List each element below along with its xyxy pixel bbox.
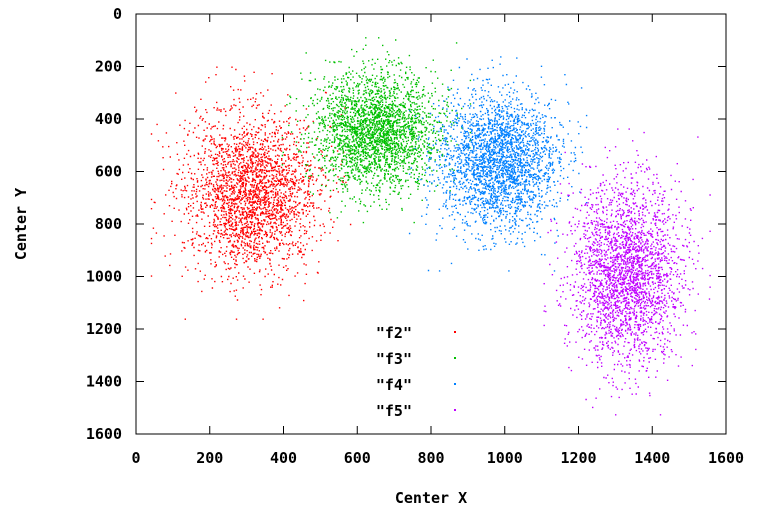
x-tick-label: 1600 xyxy=(708,449,744,467)
x-tick-label: 1400 xyxy=(634,449,670,467)
series-1-points xyxy=(281,37,472,224)
y-tick-label: 1000 xyxy=(86,268,122,286)
x-tick-label: 400 xyxy=(270,449,297,467)
legend-label: "f3" xyxy=(376,350,412,368)
legend-marker xyxy=(454,409,456,411)
legend-label: "f5" xyxy=(376,402,412,420)
x-tick-label: 1000 xyxy=(487,449,523,467)
legend-label: "f2" xyxy=(376,324,412,342)
y-tick-label: 800 xyxy=(95,215,122,233)
y-tick-label: 200 xyxy=(95,58,122,76)
x-tick-label: 1200 xyxy=(560,449,596,467)
y-tick-label: 1600 xyxy=(86,425,122,443)
scatter-point xyxy=(281,37,472,224)
y-axis-ticks: 0 200 400 600 800 1000 1200 1400 1600 xyxy=(86,5,726,443)
y-tick-label: 400 xyxy=(95,110,122,128)
y-tick-label: 1400 xyxy=(86,373,122,391)
legend-label: "f4" xyxy=(376,376,412,394)
y-tick-label: 0 xyxy=(113,5,122,23)
legend-marker xyxy=(454,357,456,359)
x-axis-ticks: 0 200 400 600 800 1000 1200 1400 1600 xyxy=(131,14,744,467)
x-tick-label: 800 xyxy=(417,449,444,467)
y-axis-label: Center Y xyxy=(12,188,30,260)
y-tick-label: 600 xyxy=(95,163,122,181)
legend-marker xyxy=(454,331,456,333)
legend-marker xyxy=(454,383,456,385)
y-tick-label: 1200 xyxy=(86,320,122,338)
points-layer xyxy=(150,37,711,416)
series-3-points xyxy=(543,128,711,416)
legend: "f2" "f3" "f4" "f5" xyxy=(376,324,456,420)
scatter-point xyxy=(150,66,352,320)
x-tick-label: 200 xyxy=(196,449,223,467)
series-0-points xyxy=(150,66,352,320)
scatter-point xyxy=(543,128,711,416)
x-axis-label: Center X xyxy=(395,489,467,507)
x-tick-label: 0 xyxy=(131,449,140,467)
x-tick-label: 600 xyxy=(344,449,371,467)
